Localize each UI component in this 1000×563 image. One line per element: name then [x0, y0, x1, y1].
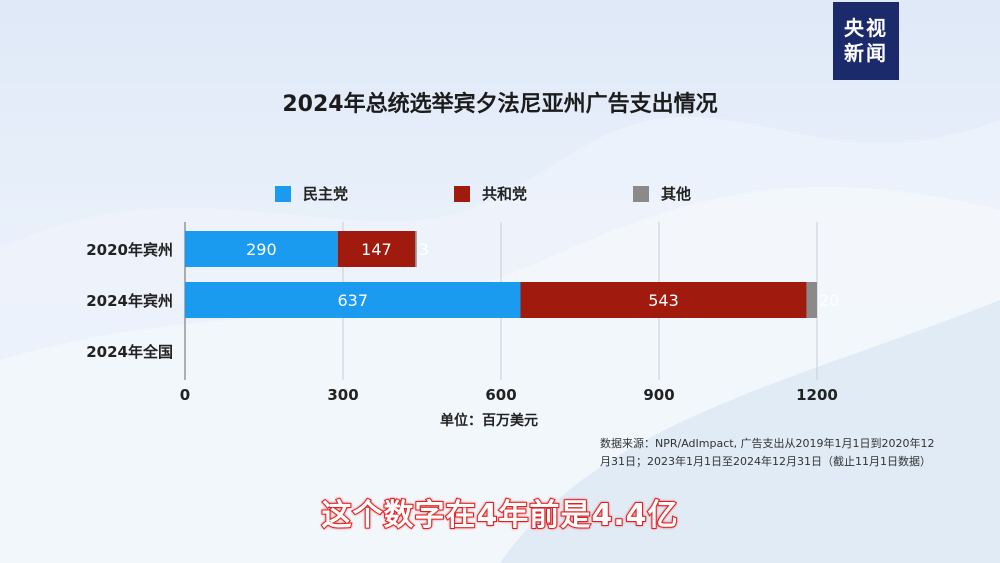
x-tick-label: 600 [485, 386, 516, 404]
bar-value-label: 3 [419, 240, 429, 259]
legend-swatch-other [633, 185, 649, 202]
logo-line2: 新闻 [844, 41, 888, 65]
x-tick-label: 0 [180, 386, 190, 404]
chart-title: 2024年总统选举宾夕法尼亚州广告支出情况 [282, 92, 718, 117]
source-note-line1: 数据来源：NPR/AdImpact, 广告支出从2019年1月1日到2020年1… [600, 437, 935, 450]
bar-segment [520, 282, 807, 318]
category-label: 2024年全国 [86, 343, 173, 361]
bar-value-label: 147 [361, 240, 392, 259]
legend-label-other: 其他 [661, 185, 692, 203]
x-tick-label: 1200 [796, 386, 838, 404]
category-label: 2020年宾州 [86, 241, 173, 259]
bar-value-label: 543 [648, 291, 679, 310]
legend-swatch-republican [454, 185, 470, 202]
category-label: 2024年宾州 [86, 292, 173, 310]
bar-value-label: 637 [337, 291, 368, 310]
bar-value-label: 20 [819, 291, 839, 310]
legend-item-republican: 共和党 [454, 183, 527, 204]
source-note-line2: 月31日；2023年1月1日至2024年12月31日（截止11月1日数据） [600, 455, 931, 468]
bar-value-label: 290 [246, 240, 277, 259]
video-caption: 这个数字在4年前是4.4亿 [0, 490, 1000, 534]
chart-legend: 民主党 共和党 其他 [0, 183, 1000, 207]
legend-label-democrat: 民主党 [303, 185, 349, 203]
x-tick-label: 300 [327, 386, 358, 404]
bar-segment [806, 282, 817, 318]
video-caption-text: 这个数字在4年前是4.4亿 [320, 497, 679, 534]
bar-segment [337, 231, 416, 267]
bar-segment [185, 231, 338, 267]
logo-line1: 央视 [844, 16, 888, 40]
legend-label-republican: 共和党 [482, 185, 528, 203]
legend-swatch-democrat [275, 185, 291, 202]
cctv-news-logo: 央视 新闻 [833, 2, 899, 80]
legend-item-democrat: 民主党 [275, 183, 348, 204]
legend-item-other: 其他 [633, 183, 691, 204]
bar-segment [415, 231, 417, 267]
source-note: 数据来源：NPR/AdImpact, 广告支出从2019年1月1日到2020年1… [600, 435, 990, 471]
unit-label: 单位：百万美元 [440, 413, 538, 429]
bar-segment [185, 282, 521, 318]
x-tick-label: 900 [643, 386, 674, 404]
